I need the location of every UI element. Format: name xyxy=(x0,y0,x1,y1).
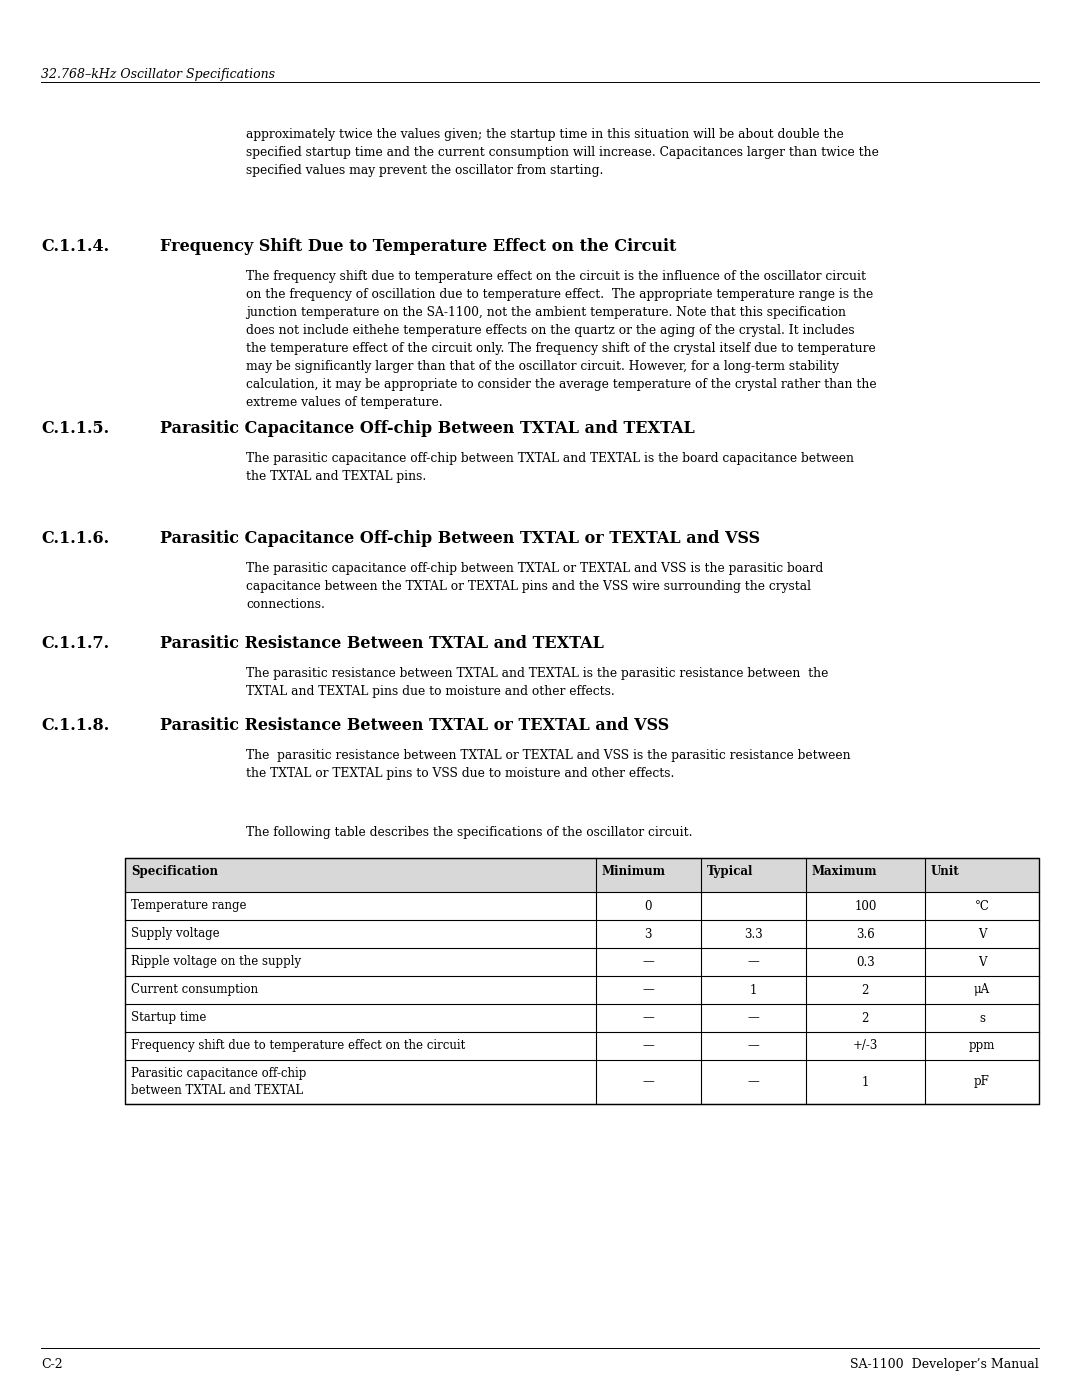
Text: C.1.1.4.: C.1.1.4. xyxy=(41,237,109,256)
Text: 32.768–kHz Oscillator Specifications: 32.768–kHz Oscillator Specifications xyxy=(41,68,275,81)
Text: 0: 0 xyxy=(645,900,652,912)
Text: μA: μA xyxy=(974,983,990,996)
Text: The parasitic capacitance off-chip between TXTAL and TEXTAL is the board capacit: The parasitic capacitance off-chip betwe… xyxy=(246,453,854,483)
Text: 3.6: 3.6 xyxy=(856,928,875,940)
Text: Supply voltage: Supply voltage xyxy=(131,928,219,940)
Text: 1: 1 xyxy=(862,1076,869,1088)
Text: Frequency Shift Due to Temperature Effect on the Circuit: Frequency Shift Due to Temperature Effec… xyxy=(160,237,676,256)
Text: V: V xyxy=(977,928,986,940)
Text: C.1.1.6.: C.1.1.6. xyxy=(41,529,109,548)
Text: Unit: Unit xyxy=(931,865,959,877)
Text: —: — xyxy=(747,1011,759,1024)
Bar xyxy=(125,858,1039,893)
Text: —: — xyxy=(747,1076,759,1088)
Text: Parasitic Resistance Between TXTAL or TEXTAL and VSS: Parasitic Resistance Between TXTAL or TE… xyxy=(160,717,670,733)
Text: Ripple voltage on the supply: Ripple voltage on the supply xyxy=(131,956,301,968)
Text: —: — xyxy=(643,1076,654,1088)
Text: C.1.1.5.: C.1.1.5. xyxy=(41,420,109,437)
Text: Startup time: Startup time xyxy=(131,1011,206,1024)
Text: 1: 1 xyxy=(750,983,757,996)
Text: 0.3: 0.3 xyxy=(856,956,875,968)
Text: C-2: C-2 xyxy=(41,1358,63,1370)
Text: —: — xyxy=(747,1039,759,1052)
Text: —: — xyxy=(643,1039,654,1052)
Text: s: s xyxy=(978,1011,985,1024)
Text: 3.3: 3.3 xyxy=(744,928,762,940)
Text: Parasitic Capacitance Off-chip Between TXTAL and TEXTAL: Parasitic Capacitance Off-chip Between T… xyxy=(160,420,694,437)
Text: 100: 100 xyxy=(854,900,877,912)
Text: Current consumption: Current consumption xyxy=(131,983,258,996)
Text: approximately twice the values given; the startup time in this situation will be: approximately twice the values given; th… xyxy=(246,129,879,177)
Text: Parasitic Resistance Between TXTAL and TEXTAL: Parasitic Resistance Between TXTAL and T… xyxy=(160,636,604,652)
Text: 3: 3 xyxy=(645,928,652,940)
Text: C.1.1.8.: C.1.1.8. xyxy=(41,717,109,733)
Text: +/-3: +/-3 xyxy=(852,1039,878,1052)
Text: The frequency shift due to temperature effect on the circuit is the influence of: The frequency shift due to temperature e… xyxy=(246,270,877,409)
Text: Temperature range: Temperature range xyxy=(131,900,246,912)
Text: Parasitic capacitance off-chip
between TXTAL and TEXTAL: Parasitic capacitance off-chip between T… xyxy=(131,1067,307,1097)
Text: SA-1100  Developer’s Manual: SA-1100 Developer’s Manual xyxy=(850,1358,1039,1370)
Text: The following table describes the specifications of the oscillator circuit.: The following table describes the specif… xyxy=(246,826,692,840)
Bar xyxy=(125,858,1039,1104)
Text: Parasitic Capacitance Off-chip Between TXTAL or TEXTAL and VSS: Parasitic Capacitance Off-chip Between T… xyxy=(160,529,760,548)
Text: ppm: ppm xyxy=(969,1039,995,1052)
Text: Specification: Specification xyxy=(131,865,218,877)
Text: Maximum: Maximum xyxy=(812,865,877,877)
Text: 2: 2 xyxy=(862,983,869,996)
Text: Frequency shift due to temperature effect on the circuit: Frequency shift due to temperature effec… xyxy=(131,1039,465,1052)
Text: The parasitic capacitance off-chip between TXTAL or TEXTAL and VSS is the parasi: The parasitic capacitance off-chip betwe… xyxy=(246,562,823,610)
Text: °C: °C xyxy=(974,900,989,912)
Text: Minimum: Minimum xyxy=(602,865,665,877)
Text: V: V xyxy=(977,956,986,968)
Text: C.1.1.7.: C.1.1.7. xyxy=(41,636,109,652)
Text: pF: pF xyxy=(974,1076,989,1088)
Text: 2: 2 xyxy=(862,1011,869,1024)
Text: —: — xyxy=(643,956,654,968)
Text: —: — xyxy=(643,983,654,996)
Text: The parasitic resistance between TXTAL and TEXTAL is the parasitic resistance be: The parasitic resistance between TXTAL a… xyxy=(246,666,828,698)
Text: The  parasitic resistance between TXTAL or TEXTAL and VSS is the parasitic resis: The parasitic resistance between TXTAL o… xyxy=(246,749,851,780)
Text: —: — xyxy=(643,1011,654,1024)
Text: Typical: Typical xyxy=(706,865,753,877)
Text: —: — xyxy=(747,956,759,968)
